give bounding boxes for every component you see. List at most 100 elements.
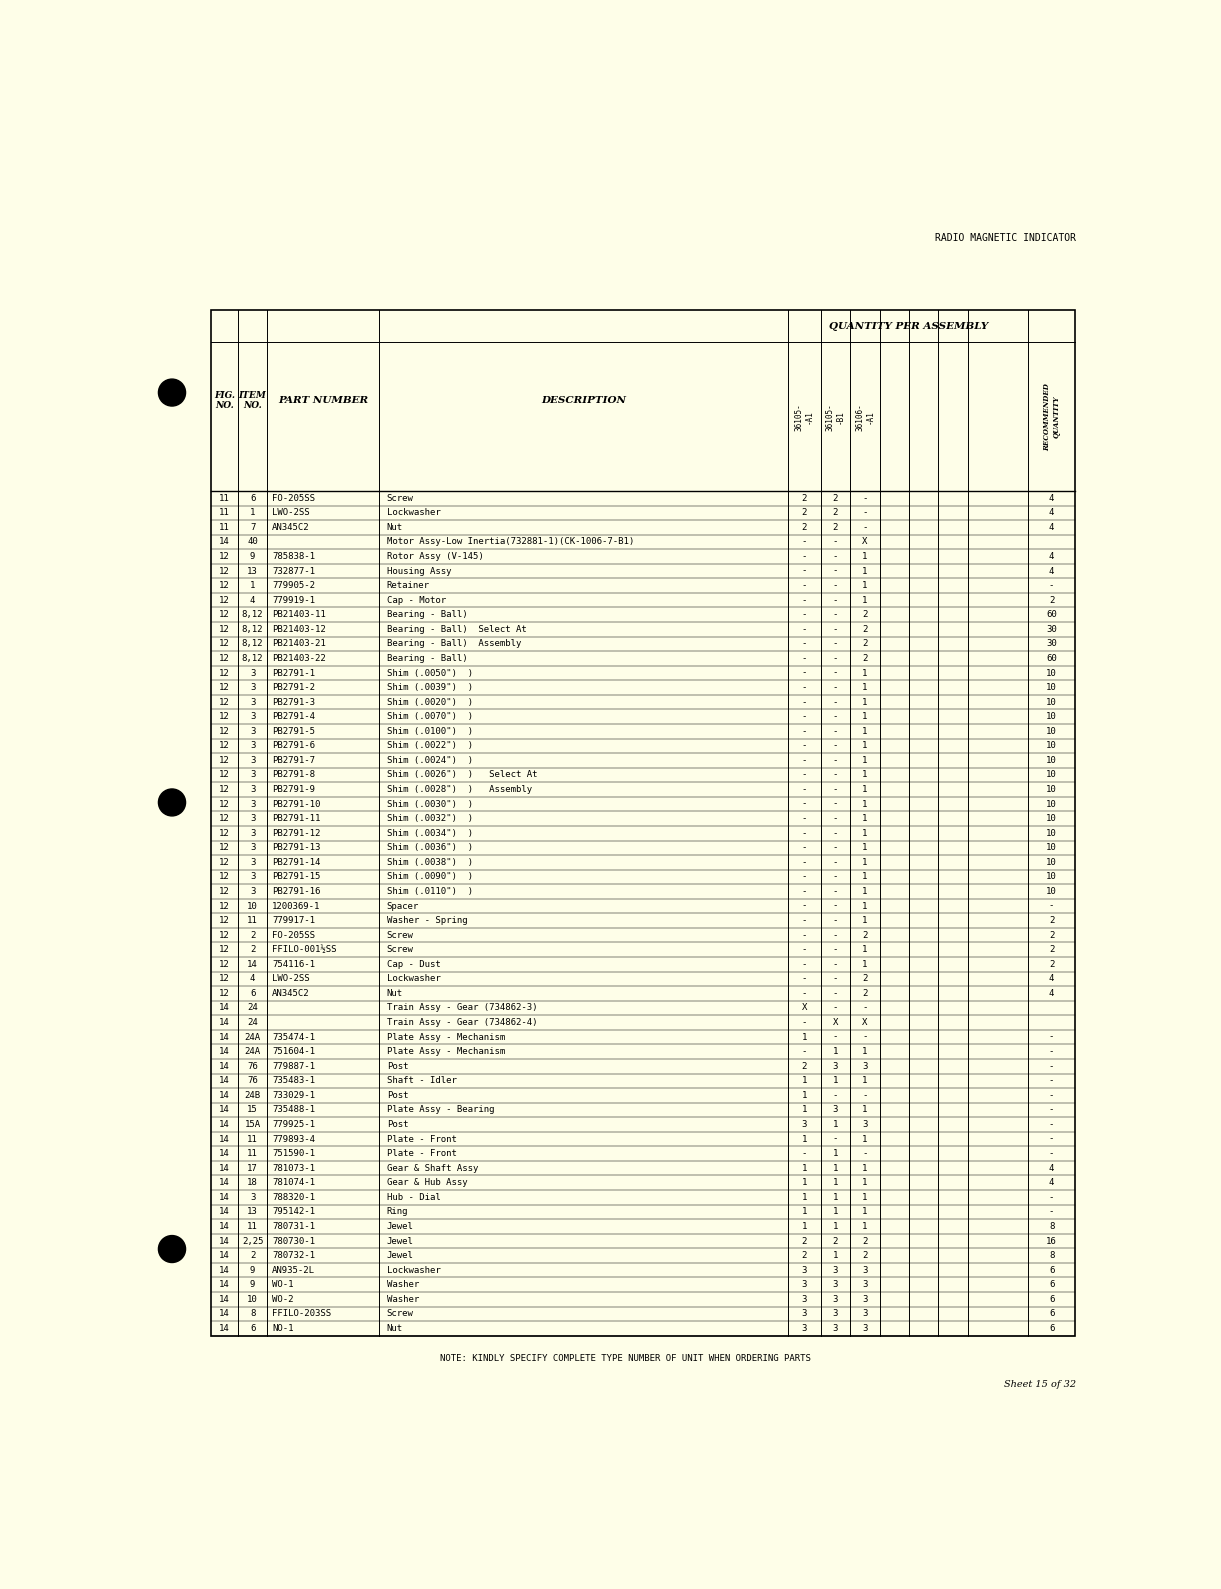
Text: 10: 10 xyxy=(1046,742,1057,750)
Text: 36105-
-A1: 36105- -A1 xyxy=(795,402,814,431)
Text: Screw: Screw xyxy=(387,1309,414,1319)
Text: LWO-2SS: LWO-2SS xyxy=(272,974,310,984)
Text: -: - xyxy=(802,771,807,780)
Text: Motor Assy-Low Inertia(732881-1)(CK-1006-7-B1): Motor Assy-Low Inertia(732881-1)(CK-1006… xyxy=(387,537,634,547)
Text: Jewel: Jewel xyxy=(387,1251,414,1260)
Text: 14: 14 xyxy=(219,1120,230,1130)
Text: 3: 3 xyxy=(802,1120,807,1130)
Text: -: - xyxy=(802,917,807,925)
Text: -: - xyxy=(1049,1149,1054,1158)
Text: PB21403-21: PB21403-21 xyxy=(272,639,326,648)
Text: 2: 2 xyxy=(1049,596,1054,605)
Text: FFILO-001½SS: FFILO-001½SS xyxy=(272,945,337,955)
Text: 2: 2 xyxy=(1049,931,1054,939)
Text: 12: 12 xyxy=(219,917,230,925)
Text: 24A: 24A xyxy=(244,1047,260,1057)
Text: 3: 3 xyxy=(862,1281,868,1289)
Text: 3: 3 xyxy=(802,1324,807,1333)
Text: -: - xyxy=(802,567,807,575)
Text: 2: 2 xyxy=(862,988,868,998)
Text: -: - xyxy=(802,844,807,852)
Text: 3: 3 xyxy=(862,1324,868,1333)
Text: Nut: Nut xyxy=(387,988,403,998)
Text: 10: 10 xyxy=(1046,712,1057,721)
Text: Plate Assy - Bearing: Plate Assy - Bearing xyxy=(387,1106,495,1114)
Text: 751604-1: 751604-1 xyxy=(272,1047,315,1057)
Text: Gear & Hub Assy: Gear & Hub Assy xyxy=(387,1179,468,1187)
Text: -: - xyxy=(802,887,807,896)
Text: 1: 1 xyxy=(862,1208,868,1216)
Text: 14: 14 xyxy=(219,1251,230,1260)
Text: 14: 14 xyxy=(247,960,258,969)
Text: -: - xyxy=(833,742,838,750)
Text: 6: 6 xyxy=(1049,1295,1054,1303)
Text: 4: 4 xyxy=(1049,551,1054,561)
Text: FO-205SS: FO-205SS xyxy=(272,931,315,939)
Text: -: - xyxy=(833,610,838,620)
Text: 12: 12 xyxy=(219,756,230,764)
Text: Plate Assy - Mechanism: Plate Assy - Mechanism xyxy=(387,1033,505,1042)
Text: -: - xyxy=(1049,582,1054,590)
Text: 3: 3 xyxy=(250,669,255,677)
Text: AN345C2: AN345C2 xyxy=(272,988,310,998)
Text: -: - xyxy=(833,1135,838,1144)
Text: 18: 18 xyxy=(247,1179,258,1187)
Text: 3: 3 xyxy=(862,1309,868,1319)
Text: -: - xyxy=(833,887,838,896)
Text: -: - xyxy=(833,698,838,707)
Text: 1: 1 xyxy=(833,1163,838,1173)
Text: Bearing - Ball)  Select At: Bearing - Ball) Select At xyxy=(387,624,526,634)
Text: PB2791-13: PB2791-13 xyxy=(272,844,320,852)
Text: -: - xyxy=(833,960,838,969)
Text: -: - xyxy=(833,551,838,561)
Text: 1: 1 xyxy=(833,1149,838,1158)
Text: 2: 2 xyxy=(862,639,868,648)
Text: -: - xyxy=(833,1092,838,1100)
Text: X: X xyxy=(862,537,868,547)
Text: Washer - Spring: Washer - Spring xyxy=(387,917,468,925)
Text: 40: 40 xyxy=(247,537,258,547)
Text: 1: 1 xyxy=(862,960,868,969)
Text: -: - xyxy=(1049,901,1054,910)
Text: 1: 1 xyxy=(862,1179,868,1187)
Text: 1: 1 xyxy=(802,1193,807,1201)
Text: 12: 12 xyxy=(219,771,230,780)
Text: 2: 2 xyxy=(802,523,807,532)
Text: -: - xyxy=(1049,1047,1054,1057)
Text: 1: 1 xyxy=(862,669,868,677)
Text: -: - xyxy=(802,551,807,561)
Text: 3: 3 xyxy=(802,1309,807,1319)
Text: Shim (.0038")  ): Shim (.0038") ) xyxy=(387,858,473,868)
Text: -: - xyxy=(833,756,838,764)
Text: -: - xyxy=(833,945,838,955)
Text: 2: 2 xyxy=(802,1236,807,1246)
Text: -: - xyxy=(1049,1193,1054,1201)
Text: 12: 12 xyxy=(219,683,230,693)
Text: -: - xyxy=(1049,1106,1054,1114)
Text: 1: 1 xyxy=(802,1106,807,1114)
Text: 10: 10 xyxy=(1046,799,1057,809)
Text: 3: 3 xyxy=(802,1295,807,1303)
Text: -: - xyxy=(802,799,807,809)
Text: 2: 2 xyxy=(833,494,838,502)
Text: 1: 1 xyxy=(862,1222,868,1231)
Text: 12: 12 xyxy=(219,799,230,809)
Text: 14: 14 xyxy=(219,1295,230,1303)
Text: 1: 1 xyxy=(862,814,868,823)
Text: 4: 4 xyxy=(1049,974,1054,984)
Text: 3: 3 xyxy=(833,1106,838,1114)
Text: Lockwasher: Lockwasher xyxy=(387,974,441,984)
Text: 24: 24 xyxy=(247,1019,258,1026)
Text: 12: 12 xyxy=(219,844,230,852)
Text: 30: 30 xyxy=(1046,624,1057,634)
Text: 732877-1: 732877-1 xyxy=(272,567,315,575)
Text: 12: 12 xyxy=(219,785,230,794)
Text: 3: 3 xyxy=(250,829,255,837)
Text: 2: 2 xyxy=(833,523,838,532)
Text: 15A: 15A xyxy=(244,1120,260,1130)
Text: Bearing - Ball): Bearing - Ball) xyxy=(387,610,468,620)
Text: 11: 11 xyxy=(247,1222,258,1231)
Text: Plate Assy - Mechanism: Plate Assy - Mechanism xyxy=(387,1047,505,1057)
Text: -: - xyxy=(802,537,807,547)
Text: LWO-2SS: LWO-2SS xyxy=(272,508,310,518)
